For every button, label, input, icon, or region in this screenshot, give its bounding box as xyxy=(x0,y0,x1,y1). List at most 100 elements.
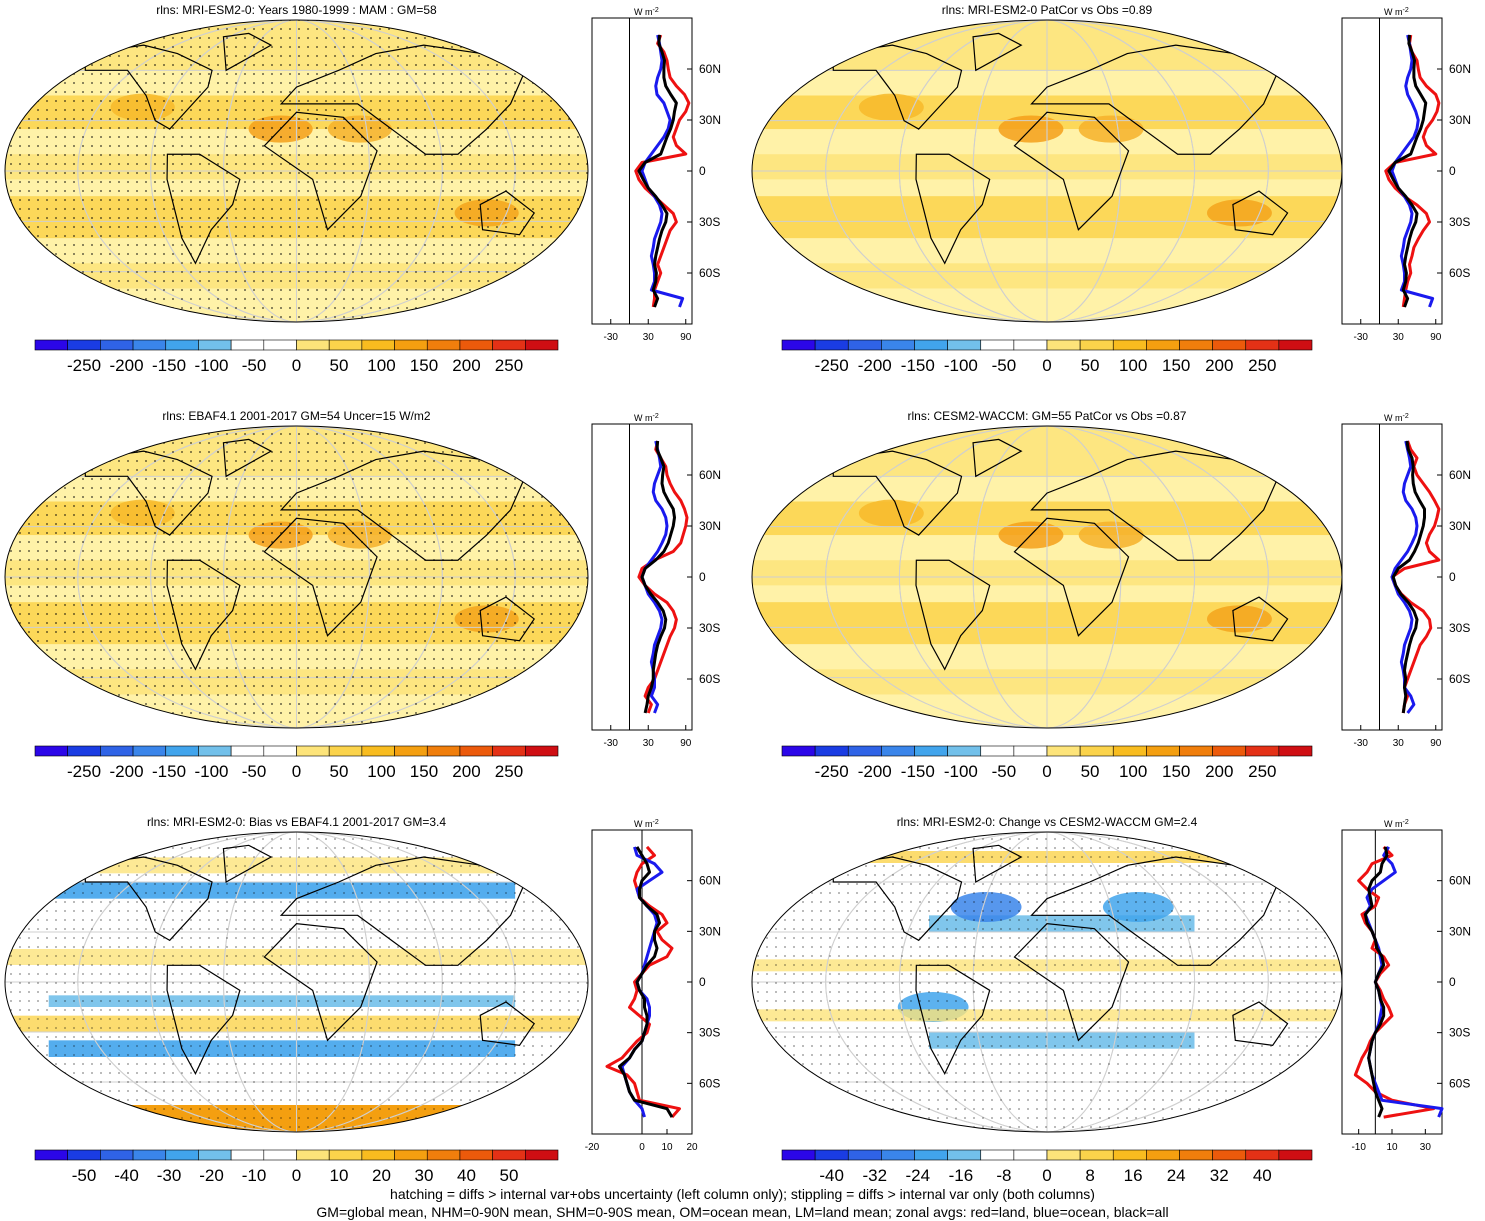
zonal-lat-label: 0 xyxy=(1449,975,1456,989)
zonal-series-land xyxy=(637,440,689,714)
zonal-xtick-label: -30 xyxy=(1354,738,1369,749)
zonal-lat-label: 0 xyxy=(699,570,706,584)
colorbar-tick-label: 30 xyxy=(415,1166,434,1185)
coastline xyxy=(832,450,963,536)
colorbar-swatch xyxy=(525,1149,559,1161)
zonal-lat-label: 60N xyxy=(699,62,721,76)
coastline xyxy=(915,153,991,265)
colorbar-tick-label: -40 xyxy=(114,1166,139,1185)
zonal-lat-label: 30N xyxy=(1449,924,1471,938)
zonal-mean-plot: W m-2 -30 30 90 60N 30N 0 30S 60S xyxy=(1341,7,1471,343)
colorbar-swatch xyxy=(230,339,265,351)
colorbar-swatch xyxy=(459,1149,493,1161)
zonal-mean-plot: W m-2 -20 0 10 20 60N 30N 0 30S 60S xyxy=(585,819,721,1153)
colorbar-swatch xyxy=(296,339,330,351)
coastline xyxy=(1030,450,1284,561)
colorbar-tick-label: 100 xyxy=(367,762,395,781)
colorbar-swatch xyxy=(361,745,395,757)
colorbar-tick-label: 250 xyxy=(495,356,523,375)
zonal-lat-label: 30S xyxy=(1449,621,1470,635)
colorbar-swatch xyxy=(980,745,1015,757)
graticule-lon xyxy=(825,426,1269,728)
colorbar-swatch xyxy=(1046,1149,1081,1161)
colorbar-swatch xyxy=(263,1149,297,1161)
colorbar-swatch xyxy=(394,339,428,351)
colorbar-tick-label: 8 xyxy=(1085,1166,1094,1185)
colorbar-tick-label: -50 xyxy=(992,356,1017,375)
zonal-xtick-label: 10 xyxy=(661,1142,673,1153)
map-border xyxy=(4,831,589,1133)
colorbar-swatch xyxy=(1013,1149,1048,1161)
colorbar-tick-label: 0 xyxy=(292,356,301,375)
colorbar-tick-label: -10 xyxy=(242,1166,267,1185)
colorbar-swatch xyxy=(230,1149,265,1161)
zonal-xtick-label: 10 xyxy=(1386,1142,1398,1153)
colorbar-swatch xyxy=(198,745,232,757)
colorbar-swatch xyxy=(198,339,232,351)
colorbar-swatch xyxy=(459,339,493,351)
zonal-series-all xyxy=(1391,440,1426,714)
colorbar: -250 -200 -150 -100 -50 0 50 100 150 200 250 xyxy=(781,339,1313,375)
colorbar-swatch xyxy=(263,745,297,757)
colorbar-tick-label: 16 xyxy=(1124,1166,1143,1185)
coastline xyxy=(972,438,1023,478)
map-field xyxy=(5,832,588,1132)
colorbar-swatch xyxy=(165,339,199,351)
zonal-xtick-label: 90 xyxy=(680,332,692,343)
colorbar-tick-label: -100 xyxy=(194,356,228,375)
colorbar-swatch xyxy=(980,1149,1015,1161)
colorbar-swatch xyxy=(947,339,982,351)
colorbar-tick-label: -100 xyxy=(194,762,228,781)
panel-title: rlns: MRI-ESM2-0 PatCor vs Obs =0.89 xyxy=(942,3,1153,17)
stippling xyxy=(5,426,588,728)
panel-4: rlns: CESM2-WACCM: GM=55 PatCor vs Obs =… xyxy=(751,409,1471,781)
colorbar-swatch xyxy=(492,1149,526,1161)
colorbar-tick-label: -250 xyxy=(815,762,849,781)
colorbar-tick-label: 40 xyxy=(457,1166,476,1185)
colorbar-swatch xyxy=(394,1149,428,1161)
colorbar-tick-label: 100 xyxy=(367,356,395,375)
colorbar-swatch xyxy=(914,1149,948,1161)
zonal-lat-label: 60S xyxy=(1449,266,1470,280)
colorbar-swatch xyxy=(1046,339,1081,351)
colorbar-swatch xyxy=(781,745,816,757)
colorbar-tick-label: -16 xyxy=(949,1166,974,1185)
colorbar-tick-label: -150 xyxy=(152,762,186,781)
zonal-lat-label: 0 xyxy=(699,975,706,989)
zonal-lat-label: 30N xyxy=(699,519,721,533)
colorbar-tick-label: 10 xyxy=(330,1166,349,1185)
colorbar-swatch xyxy=(814,339,849,351)
colorbar-tick-label: -250 xyxy=(815,356,849,375)
zonal-xtick-label: 30 xyxy=(1393,738,1405,749)
zonal-lat-label: 60N xyxy=(699,874,721,888)
colorbar-swatch xyxy=(67,1149,101,1161)
colorbar-swatch xyxy=(525,745,559,757)
colorbar-tick-label: 250 xyxy=(495,762,523,781)
colorbar: -250 -200 -150 -100 -50 0 50 100 150 200 250 xyxy=(34,339,559,375)
colorbar-tick-label: -40 xyxy=(819,1166,844,1185)
coastline xyxy=(1030,44,1284,155)
zonal-lat-label: 60S xyxy=(1449,672,1470,686)
colorbar-swatch xyxy=(328,745,363,757)
zonal-lat-label: 30N xyxy=(699,924,721,938)
colorbar-swatch xyxy=(1212,339,1247,351)
zonal-xtick-label: 0 xyxy=(639,1142,645,1153)
colorbar-tick-label: 150 xyxy=(410,762,438,781)
warm-spot xyxy=(1078,521,1144,549)
colorbar-swatch xyxy=(132,339,167,351)
colorbar-swatch xyxy=(1112,745,1147,757)
panel-5: rlns: MRI-ESM2-0: Bias vs EBAF4.1 2001-2… xyxy=(4,815,721,1185)
colorbar-swatch xyxy=(67,339,101,351)
colorbar-swatch xyxy=(361,1149,395,1161)
map-field xyxy=(752,20,1342,322)
colorbar-swatch xyxy=(1013,745,1048,757)
colorbar: -250 -200 -150 -100 -50 0 50 100 150 200 250 xyxy=(34,745,559,781)
panel-title: rlns: MRI-ESM2-0: Years 1980-1999 : MAM … xyxy=(156,3,437,17)
zonal-lat-label: 0 xyxy=(699,164,706,178)
warm-spot xyxy=(1206,605,1272,633)
zonal-lat-label: 60N xyxy=(1449,62,1471,76)
zonal-lat-label: 60S xyxy=(699,672,720,686)
colorbar-tick-label: 0 xyxy=(292,762,301,781)
colorbar-tick-label: -200 xyxy=(858,356,892,375)
